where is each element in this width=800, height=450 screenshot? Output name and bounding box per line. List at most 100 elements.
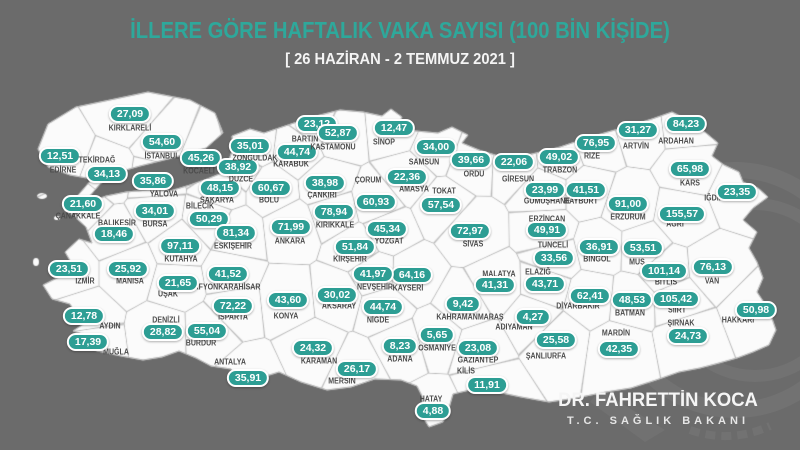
province-badge: 105,42: [651, 290, 701, 308]
date-range-subtitle: [ 26 HAZİRAN - 2 TEMMUZ 2021 ]: [285, 51, 515, 68]
province-label: BARTIN: [291, 134, 319, 144]
province-label: BOLU: [259, 195, 279, 205]
province-badge: 84,23: [664, 115, 708, 133]
province-label: MERSİN: [328, 376, 356, 386]
province-label: TUNCELİ: [537, 240, 569, 250]
province-badge: 25,92: [106, 260, 150, 278]
province-badge: 72,22: [211, 297, 255, 315]
province-badge: 62,41: [568, 287, 612, 305]
province-label: SAMSUN: [408, 157, 440, 167]
province-badge: 4,88: [414, 402, 452, 420]
province-label: BİNGÖL: [583, 254, 611, 264]
province-label: AĞRI: [666, 219, 684, 229]
province-label: GAZİANTEP: [457, 355, 499, 365]
province-label: AMASYA: [399, 184, 429, 194]
province-label: ARTVİN: [622, 141, 650, 151]
province-badge: 25,58: [534, 331, 578, 349]
province-badge: 50,98: [734, 301, 778, 319]
province-badge: 43,60: [266, 291, 310, 309]
province-label: KİLİS: [457, 366, 475, 376]
province-badge: 34,01: [133, 202, 177, 220]
province-badge: 30,02: [315, 286, 359, 304]
province-label: KOCAELİ: [183, 166, 215, 176]
province-label: ERZİNCAN: [528, 214, 566, 224]
province-label: BATMAN: [615, 308, 645, 318]
province-badge: 38,98: [303, 174, 347, 192]
province-label: HATAY: [419, 394, 443, 404]
province-badge: 60,93: [354, 193, 398, 211]
province-badge: 44,74: [361, 298, 405, 316]
province-badge: 50,29: [187, 210, 231, 228]
province-label: UŞAK: [158, 289, 178, 299]
signature-block: DR. FAHRETTİN KOCA T.C. SAĞLIK BAKANI: [538, 390, 778, 427]
province-label: SİVAS: [462, 239, 484, 249]
province-label: BİLECİK: [185, 201, 215, 211]
province-badge: 12,51: [38, 147, 82, 165]
province-badge: 45,34: [365, 220, 409, 238]
province-badge: 22,36: [385, 168, 429, 186]
province-badge: 17,39: [66, 333, 110, 351]
province-badge: 71,99: [269, 218, 313, 236]
province-badge: 41,51: [564, 181, 608, 199]
province-label: ADIYAMAN: [495, 322, 533, 332]
province-label: MUĞLA: [103, 347, 129, 357]
province-badge: 5,65: [418, 326, 456, 344]
province-badge: 22,06: [492, 153, 536, 171]
province-badge: 48,15: [198, 179, 242, 197]
province-badge: 43,71: [523, 275, 567, 293]
province-badge: 35,86: [131, 172, 175, 190]
province-label: BİTLİS: [654, 277, 678, 287]
province-badge: 8,23: [381, 337, 419, 355]
province-badge: 28,82: [141, 323, 185, 341]
province-label: KARABÜK: [273, 159, 309, 169]
province-label: KASTAMONU: [310, 142, 356, 152]
province-label: ÇORUM: [354, 175, 382, 185]
province-badge: 23,51: [47, 260, 91, 278]
province-badge: 54,60: [140, 133, 184, 151]
province-label: BURDUR: [185, 338, 217, 348]
province-badge: 41,52: [206, 265, 250, 283]
province-badge: 23,99: [523, 181, 567, 199]
province-label: ORDU: [463, 169, 485, 179]
province-badge: 45,26: [179, 149, 223, 167]
province-badge: 44,74: [275, 143, 319, 161]
province-badge: 12,78: [62, 307, 106, 325]
province-label: VAN: [704, 276, 720, 286]
province-label: SİNOP: [373, 137, 395, 147]
province-badge: 24,32: [291, 339, 335, 357]
province-label: DENİZLİ: [152, 315, 180, 325]
province-label: KÜTAHYA: [164, 254, 198, 264]
province-badge: 97,11: [159, 237, 201, 255]
province-label: GÜMÜŞHANE: [523, 196, 571, 206]
province-label: ŞIRNAK: [667, 318, 695, 328]
province-badge: 34,00: [414, 138, 458, 156]
province-label: MALATYA: [482, 269, 516, 279]
province-label: ADANA: [387, 354, 413, 364]
province-label: ANTALYA: [214, 357, 246, 367]
province-label: ÇANKIRI: [307, 190, 337, 200]
province-badge: 38,92: [216, 158, 260, 176]
province-badge: 41,31: [473, 276, 517, 294]
province-label: TRABZON: [542, 165, 578, 175]
province-badge: 24,73: [666, 327, 710, 345]
province-badge: 49,91: [525, 221, 569, 239]
province-label: KIRKLARELİ: [108, 123, 152, 133]
province-badge: 64,16: [390, 266, 434, 284]
province-label: IĞDIR: [704, 193, 724, 203]
province-label: NEVŞEHİR: [357, 282, 393, 292]
province-badge: 21,60: [61, 195, 105, 213]
province-badge: 31,27: [616, 121, 660, 139]
province-label: İSTANBUL: [144, 151, 180, 161]
province-label: ARDAHAN: [658, 136, 694, 146]
province-label: BAYBURT: [564, 196, 598, 206]
province-badge: 26,17: [335, 360, 379, 378]
province-label: ERZURUM: [610, 212, 646, 222]
province-label: TEKİRDAĞ: [78, 155, 116, 165]
province-label: DÜZCE: [228, 174, 254, 184]
province-badge: 34,13: [85, 165, 129, 183]
province-badge: 35,91: [226, 369, 270, 387]
province-label: BURSA: [142, 219, 168, 229]
province-label: ZONGULDAK: [232, 153, 278, 163]
minister-name: DR. FAHRETTİN KOCA: [558, 390, 758, 411]
